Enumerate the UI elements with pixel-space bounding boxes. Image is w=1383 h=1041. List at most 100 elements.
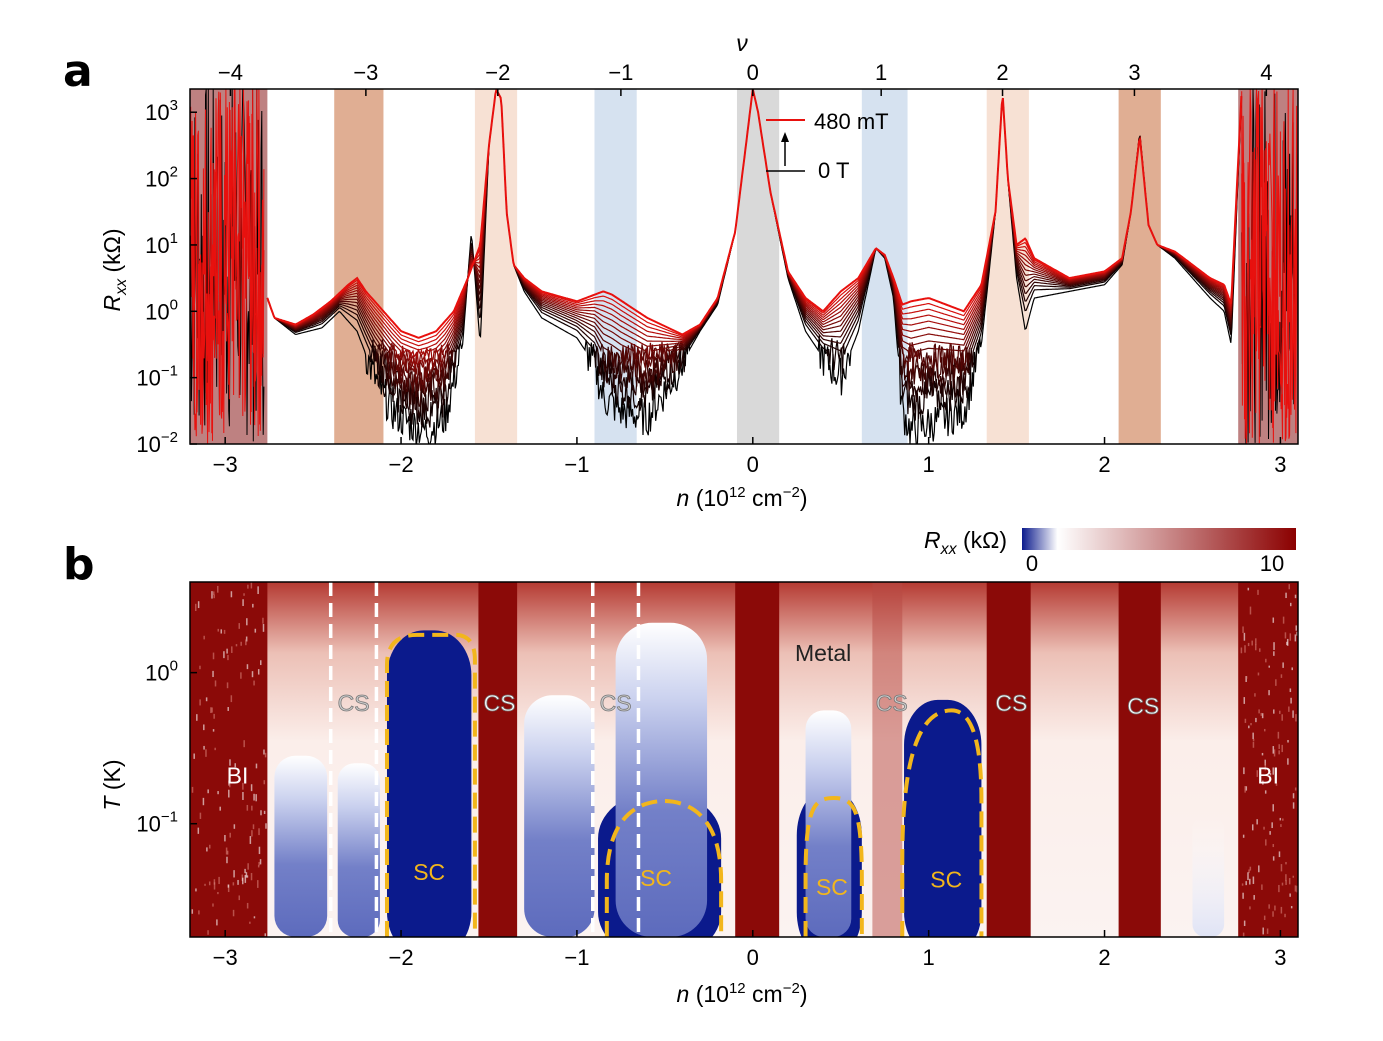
noise-speckle — [1255, 638, 1257, 645]
noise-speckle — [1282, 662, 1284, 668]
shaded-band — [594, 89, 637, 444]
noise-speckle — [1245, 676, 1248, 679]
noise-speckle — [211, 591, 213, 599]
axis-title-sub: xx — [113, 278, 130, 296]
colorbar-label: Rxx (kΩ) — [924, 527, 1007, 558]
noise-speckle — [1290, 697, 1292, 704]
noise-speckle — [1294, 594, 1297, 599]
top-tick-label: 1 — [875, 60, 887, 85]
series-line-480mT — [266, 89, 1243, 339]
noise-speckle — [1292, 802, 1295, 809]
noise-speckle — [1273, 709, 1275, 714]
noise-speckle — [1272, 911, 1274, 917]
noise-speckle — [233, 824, 236, 829]
sc-dome-outline — [803, 796, 864, 937]
noise-speckle — [1241, 883, 1244, 886]
panel-letter-b: b — [63, 539, 95, 590]
tick-exp: −1 — [161, 809, 178, 826]
noise-speckle — [1249, 866, 1252, 871]
axis-title-sup: 12 — [729, 980, 746, 997]
panel-letter-a: a — [63, 46, 93, 97]
noise-speckle — [265, 823, 267, 829]
noise-speckle — [242, 599, 244, 607]
noise-speckle — [1286, 638, 1289, 646]
resistive-column — [478, 582, 518, 937]
noise-speckle — [257, 669, 260, 675]
noise-speckle — [234, 763, 236, 768]
noise-speckle — [1257, 589, 1259, 595]
noise-speckle — [1281, 714, 1283, 721]
noise-speckle — [1263, 915, 1266, 920]
noise-speckle — [1295, 714, 1297, 722]
noise-speckle — [1295, 625, 1297, 631]
noise-speckle — [244, 868, 246, 874]
noise-speckle — [1261, 884, 1263, 890]
noise-speckle — [214, 747, 216, 751]
noise-speckle — [1266, 928, 1269, 934]
tick-base: 10 — [136, 812, 160, 837]
noise-speckle — [217, 892, 219, 895]
noise-speckle — [1259, 648, 1261, 652]
noise-speckle — [208, 881, 211, 886]
noise-speckle — [235, 644, 238, 647]
noise-speckle — [1243, 767, 1245, 775]
noise-speckle — [213, 591, 215, 595]
noise-speckle — [1251, 640, 1253, 646]
noise-speckle — [242, 792, 244, 800]
region-label: BI — [1257, 762, 1279, 788]
colorbar: Rxx (kΩ) 0 10 — [924, 527, 1296, 576]
axis-title-part: (10 — [689, 981, 729, 1007]
noise-speckle — [203, 635, 205, 640]
noise-speckle — [1281, 882, 1284, 886]
noise-speckle — [230, 591, 233, 598]
region-label: CS — [600, 690, 632, 716]
noise-speckle — [213, 713, 215, 719]
x-tick-label: −3 — [213, 945, 238, 970]
region-label: Metal — [795, 640, 851, 666]
top-tick-label: −2 — [485, 60, 510, 85]
x-tick-label: −1 — [564, 945, 589, 970]
noise-speckle — [243, 593, 245, 596]
noise-speckle — [238, 623, 240, 629]
noise-speckle — [1245, 676, 1247, 682]
noise-speckle — [217, 585, 219, 593]
noise-speckle — [1285, 861, 1287, 865]
noise-speckle — [1281, 744, 1283, 753]
tick-base: 10 — [145, 167, 169, 192]
x-axis-title-a: n (1012 cm−2) — [677, 484, 808, 511]
noise-speckle — [1258, 865, 1260, 873]
noise-speckle — [223, 651, 225, 659]
noise-speckle — [1255, 644, 1257, 651]
noise-speckle — [1264, 762, 1267, 771]
noise-speckle — [203, 745, 205, 750]
noise-speckle — [262, 617, 264, 624]
noise-speckle — [246, 618, 248, 626]
y-tick-label: 103 — [145, 97, 178, 125]
noise-speckle — [1289, 602, 1292, 607]
top-axis-title: ν — [736, 30, 748, 56]
noise-speckle — [1284, 913, 1286, 918]
low-resistance-region — [1192, 816, 1225, 937]
noise-speckle — [212, 670, 214, 678]
x-tick-label: 3 — [1274, 452, 1286, 477]
noise-speckle — [260, 810, 262, 816]
heatmap — [190, 582, 1298, 937]
noise-speckle — [1249, 606, 1252, 615]
y-tick-label: 102 — [145, 164, 178, 192]
noise-speckle — [1242, 626, 1244, 633]
noise-speckle — [197, 601, 200, 609]
colorbar-gradient — [1022, 528, 1296, 550]
shaded-band — [1118, 89, 1161, 444]
noise-speckle — [1268, 904, 1270, 909]
noise-speckle — [1269, 831, 1271, 835]
noise-speckle — [1287, 739, 1289, 743]
resistive-column — [190, 582, 268, 937]
noise-speckle — [253, 916, 256, 919]
noise-speckle — [1284, 632, 1287, 639]
tick-base: 10 — [145, 100, 169, 125]
noise-speckle — [1289, 688, 1292, 693]
noise-speckle — [1285, 874, 1287, 882]
y-tick-label: 101 — [145, 230, 178, 258]
